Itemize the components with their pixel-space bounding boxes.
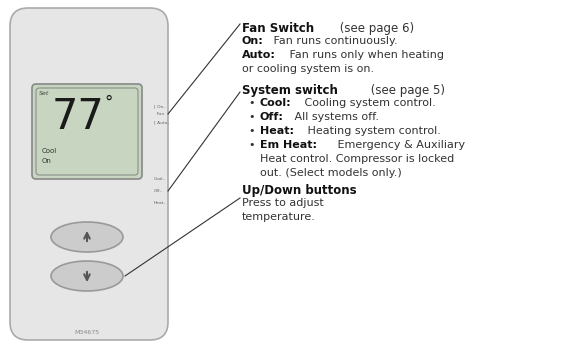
- Text: [ On–: [ On–: [154, 104, 166, 108]
- Text: Off–: Off–: [154, 189, 163, 193]
- Text: Cooling system control.: Cooling system control.: [301, 98, 436, 108]
- Text: Em Heat:: Em Heat:: [260, 139, 317, 150]
- Text: All systems off.: All systems off.: [291, 112, 379, 122]
- Text: Auto:: Auto:: [242, 50, 276, 60]
- Text: •: •: [248, 112, 255, 122]
- Text: Fan runs only when heating: Fan runs only when heating: [286, 50, 444, 60]
- Text: out. (Select models only.): out. (Select models only.): [260, 167, 402, 178]
- Text: Press to adjust: Press to adjust: [242, 198, 324, 209]
- Text: •: •: [248, 139, 255, 150]
- FancyBboxPatch shape: [36, 88, 138, 175]
- FancyBboxPatch shape: [32, 84, 142, 179]
- Text: On:: On:: [242, 36, 264, 46]
- Text: [ Auto–: [ Auto–: [154, 120, 170, 124]
- Ellipse shape: [51, 261, 123, 291]
- Text: M34675: M34675: [75, 330, 100, 335]
- Text: Fan Switch: Fan Switch: [242, 22, 314, 35]
- Text: Fan runs continuously.: Fan runs continuously.: [270, 36, 398, 46]
- Text: Heat control. Compressor is locked: Heat control. Compressor is locked: [260, 154, 455, 164]
- Text: Heat–: Heat–: [154, 201, 167, 205]
- Text: Up/Down buttons: Up/Down buttons: [242, 184, 357, 198]
- Text: (see page 5): (see page 5): [367, 84, 445, 97]
- Text: Set: Set: [39, 91, 49, 96]
- FancyBboxPatch shape: [10, 8, 168, 340]
- Text: (see page 6): (see page 6): [336, 22, 414, 35]
- Text: •: •: [248, 98, 255, 108]
- Text: Cool–: Cool–: [154, 177, 166, 181]
- Text: On: On: [42, 158, 52, 164]
- Text: Emergency & Auxiliary: Emergency & Auxiliary: [334, 139, 465, 150]
- Text: Fan: Fan: [154, 112, 164, 116]
- Text: °: °: [104, 94, 112, 112]
- Text: •: •: [248, 126, 255, 136]
- Text: Cool:: Cool:: [260, 98, 292, 108]
- Text: System switch: System switch: [242, 84, 338, 97]
- Text: temperature.: temperature.: [242, 212, 316, 222]
- Text: Heating system control.: Heating system control.: [304, 126, 441, 136]
- Ellipse shape: [51, 222, 123, 252]
- Text: 77: 77: [52, 96, 105, 138]
- Text: Cool: Cool: [42, 148, 57, 154]
- Text: Heat:: Heat:: [260, 126, 294, 136]
- Text: or cooling system is on.: or cooling system is on.: [242, 64, 374, 74]
- Text: Off:: Off:: [260, 112, 284, 122]
